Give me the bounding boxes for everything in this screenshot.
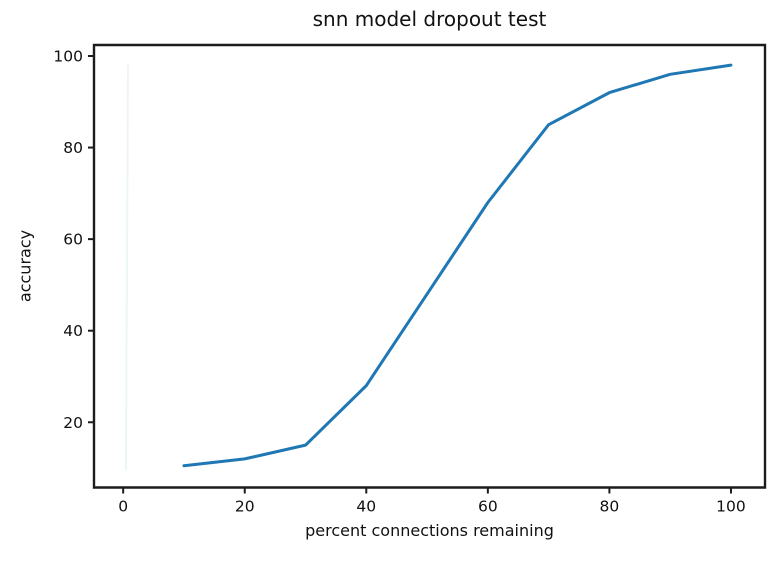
y-tick-label: 60 [63, 231, 83, 249]
x-tick-label: 0 [118, 498, 128, 516]
x-axis-label: percent connections remaining [305, 521, 554, 540]
x-tick-label: 80 [600, 498, 620, 516]
y-tick-label: 40 [63, 322, 83, 340]
y-axis-label: accuracy [15, 229, 35, 303]
x-tick-label: 40 [356, 498, 376, 516]
accuracy-line [182, 63, 733, 468]
x-tick-label: 100 [716, 498, 746, 516]
faint-artifact-line [124, 64, 130, 471]
x-tick-label: 60 [478, 498, 498, 516]
axes-spines [92, 43, 767, 489]
y-tick-label: 80 [63, 139, 83, 157]
y-tick-label: 100 [53, 47, 83, 65]
chart-title: snn model dropout test [312, 7, 547, 31]
y-tick-label: 20 [63, 414, 83, 432]
x-tick-label: 20 [235, 498, 255, 516]
